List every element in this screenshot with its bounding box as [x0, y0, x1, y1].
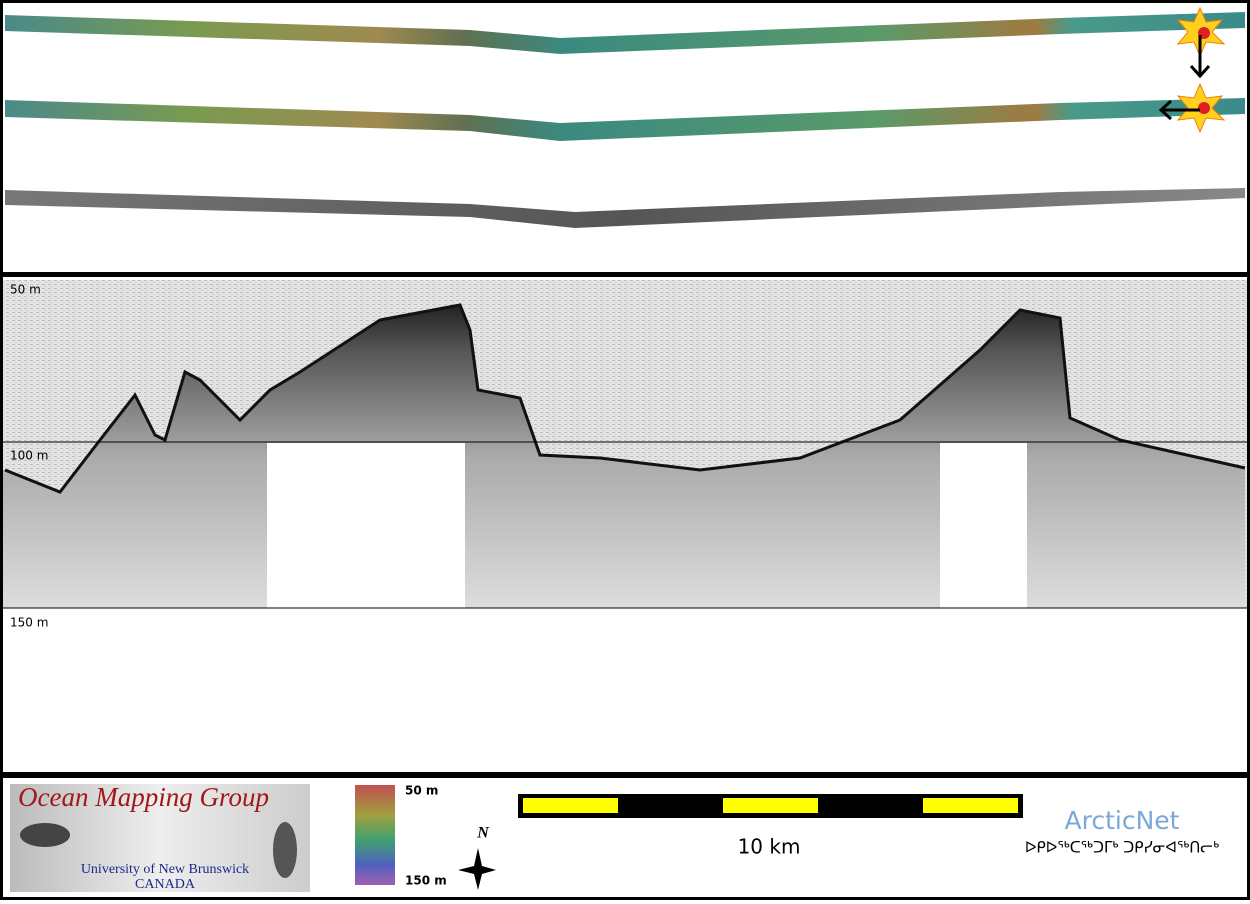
partner-logo: ArcticNet	[1065, 806, 1180, 835]
colorbar-label: 150 m	[405, 874, 447, 888]
swath-strip	[5, 12, 1245, 54]
data-gap	[267, 443, 465, 608]
data-gap	[940, 443, 1027, 608]
ship-marker	[1198, 102, 1210, 114]
depth-label: 100 m	[10, 449, 48, 463]
arrow	[1189, 64, 1211, 79]
depth-label: 150 m	[10, 616, 48, 630]
logo-title: Ocean Mapping Group	[18, 782, 269, 812]
colorbar-label: 50 m	[405, 784, 438, 798]
swath-strip	[5, 98, 1245, 141]
north-label: N	[476, 825, 490, 842]
scale-bar	[723, 798, 818, 813]
logo-text: CANADA	[135, 877, 196, 892]
seafloor-line	[4, 303, 1246, 494]
logo-image	[273, 822, 297, 878]
scale-label: 10 km	[738, 835, 801, 859]
north-arrow	[458, 848, 496, 890]
arrow	[1158, 99, 1173, 121]
scale-bar	[923, 798, 1018, 813]
partner-syllabics: ᐅᑭᐅᖅᑕᖅᑐᒥᒃ ᑐᑭᓯᓂᐊᖅᑎᓕᒃ	[1025, 839, 1219, 857]
colorbar	[355, 785, 395, 885]
depth-label: 50 m	[10, 283, 41, 297]
scale-bar	[523, 798, 618, 813]
backscatter-strip	[5, 188, 1245, 228]
logo-text: University of New Brunswick	[81, 862, 249, 877]
logo-image	[20, 823, 70, 847]
